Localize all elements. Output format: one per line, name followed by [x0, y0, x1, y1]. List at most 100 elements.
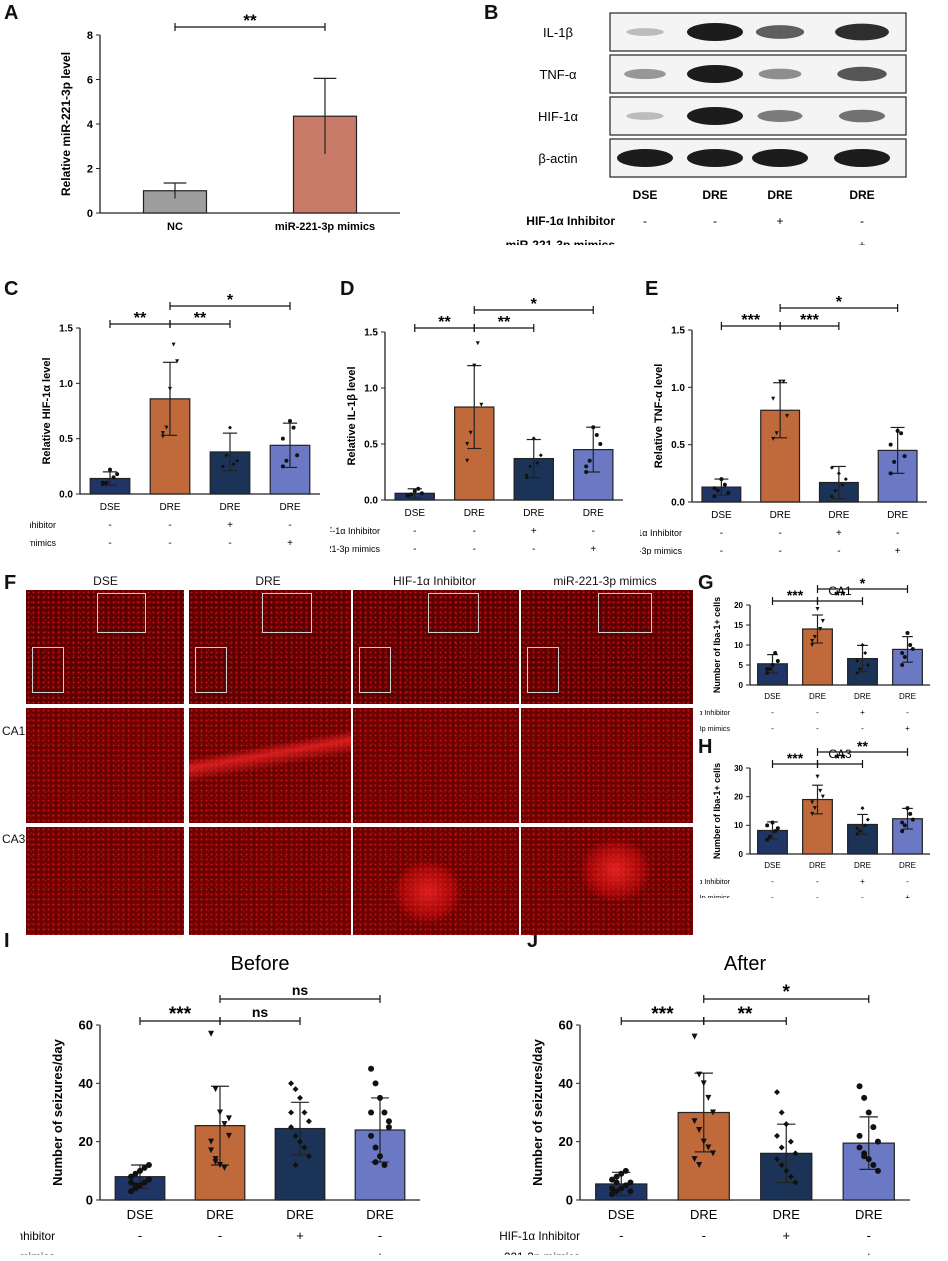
data-point [861, 1153, 868, 1160]
data-point [141, 1164, 148, 1171]
data-point [700, 1080, 707, 1087]
inhibitor-row-label: HIF-1α Inhibitor [20, 1230, 55, 1243]
fluorescence-tile [521, 827, 693, 935]
x-tick-label: DRE [899, 861, 916, 870]
data-point [865, 1109, 872, 1116]
fluorescence-tile [189, 708, 351, 823]
data-point [160, 431, 165, 436]
data-point [295, 453, 300, 458]
significance-label: *** [787, 587, 804, 603]
x-tick-label: DSE [711, 510, 732, 521]
data-point [865, 663, 870, 667]
y-axis-label: Relative HIF-1α level [41, 357, 53, 464]
data-point [857, 667, 862, 671]
significance-label: *** [169, 1004, 192, 1025]
significance-label: ** [134, 310, 147, 327]
inhibitor-sign: - [413, 526, 416, 537]
data-point [874, 1138, 881, 1145]
lane-label: DRE [767, 188, 792, 202]
significance-label: * [783, 982, 791, 1003]
data-point [416, 486, 421, 491]
significance-label: ns [252, 1004, 269, 1020]
panel-label-h: H [698, 736, 713, 758]
data-point [770, 663, 775, 667]
inhibitor-sign: - [643, 214, 647, 228]
y-tick-label: 10 [734, 821, 743, 830]
blot-band [835, 23, 889, 41]
data-point [810, 811, 815, 816]
significance-label: * [227, 292, 234, 309]
inset-box [598, 593, 652, 633]
inhibitor-row-label: HIF-1α Inhibitor [700, 708, 731, 717]
inhibitor-sign: - [473, 526, 476, 537]
fluor-col-header: DSE [93, 574, 118, 588]
x-tick-label: DSE [100, 502, 121, 513]
data-point [818, 788, 823, 793]
fluorescence-tile [353, 708, 519, 823]
data-point [288, 1124, 295, 1131]
fluor-row-label-ca1: CA1 [2, 724, 26, 738]
y-axis-label: Relative TNF-α level [653, 364, 665, 469]
data-point [860, 643, 865, 647]
data-point [305, 1118, 312, 1125]
data-point [372, 1159, 379, 1166]
data-point [208, 1030, 215, 1037]
data-point [115, 472, 120, 477]
data-point [627, 1179, 634, 1186]
y-tick-label: 15 [734, 621, 743, 630]
inhibitor-sign: + [296, 1228, 304, 1243]
y-tick-label: 0 [566, 1193, 573, 1208]
data-point [902, 454, 907, 459]
y-tick-label: 0.0 [59, 490, 73, 501]
panel-label-b: B [484, 2, 499, 24]
inset-box [527, 647, 559, 693]
data-point [609, 1185, 616, 1192]
y-axis-label: Number of Iba-1+ cells [712, 763, 722, 859]
blot-band [838, 109, 886, 123]
significance-label: * [860, 575, 866, 591]
fluorescence-tile [26, 827, 184, 935]
data-point [137, 1182, 143, 1189]
data-point [888, 471, 893, 476]
mimics-sign: - [643, 238, 647, 245]
data-point [288, 418, 292, 423]
data-point [815, 607, 820, 611]
fluor-row-label-ca3: CA3 [2, 832, 26, 846]
panel-label-i: I [4, 930, 10, 952]
mimics-row-label: miR-221-3p mimics [500, 1251, 580, 1255]
x-tick-label: DRE [523, 508, 544, 519]
x-tick-label: DRE [887, 510, 908, 521]
inhibitor-sign: - [288, 520, 291, 531]
panel-label-d: D [340, 278, 355, 300]
data-point [810, 643, 815, 647]
significance-label: ** [194, 310, 207, 327]
inhibitor-row-label: HIF-1α Inhibitor [640, 528, 682, 538]
data-point [773, 829, 778, 834]
data-point [709, 1150, 716, 1157]
y-tick-label: 0.5 [364, 440, 378, 451]
inhibitor-sign: - [771, 877, 774, 886]
data-point [715, 488, 720, 493]
data-point [774, 1156, 781, 1163]
data-point [228, 425, 232, 430]
data-point [372, 1144, 379, 1151]
band-label: IL-1β [543, 25, 573, 40]
mimics-row-label: miR-221-3p mimics [700, 724, 730, 733]
mimics-sign: - [532, 544, 535, 555]
y-axis-label: Number of seizures/day [530, 1038, 545, 1185]
lane-label: DRE [849, 188, 874, 202]
fluor-col-header: miR-221-3p mimics [553, 574, 657, 588]
mimics-sign: - [413, 544, 416, 555]
inhibitor-sign: + [776, 214, 783, 228]
x-tick-label: DRE [854, 692, 871, 701]
data-point [787, 1138, 794, 1145]
data-point [691, 1156, 698, 1163]
blot-band [758, 68, 802, 80]
y-axis-label: Number of seizures/day [50, 1038, 65, 1185]
lane-label: DRE [702, 188, 727, 202]
y-tick-label: 20 [734, 601, 743, 610]
y-tick-label: 0 [87, 208, 93, 220]
blot-band [617, 149, 673, 167]
data-point [301, 1144, 308, 1151]
y-tick-label: 5 [739, 661, 744, 670]
